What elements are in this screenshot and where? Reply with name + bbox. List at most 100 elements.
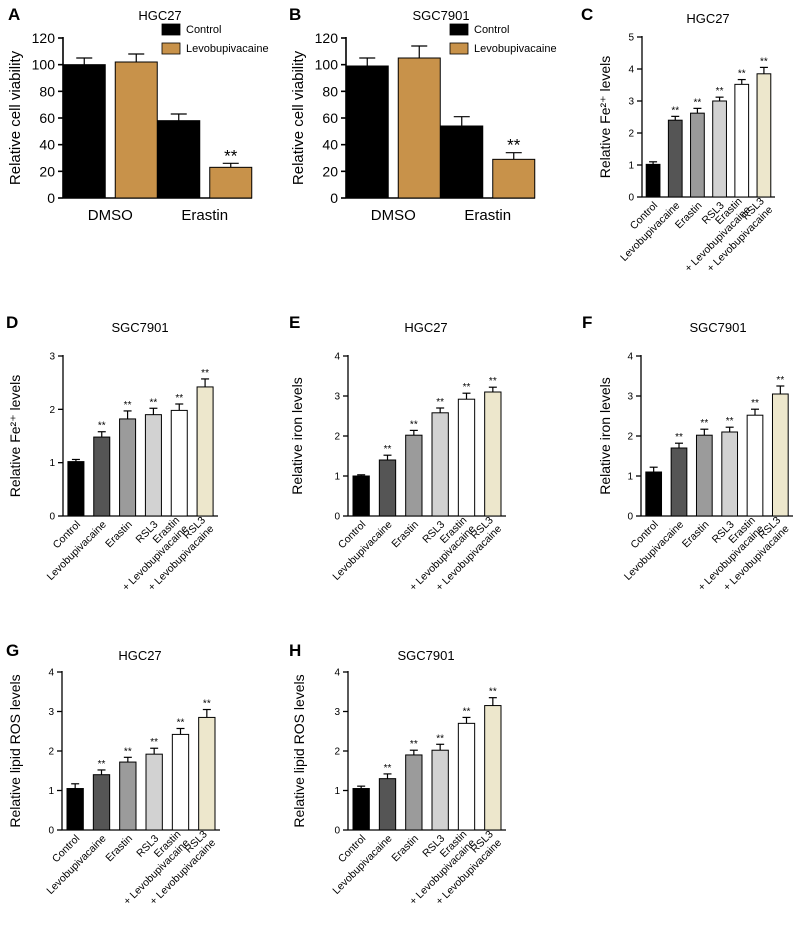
- chart-title: HGC27: [138, 8, 181, 23]
- bar: [144, 414, 162, 517]
- panel-letter: E: [289, 313, 300, 332]
- bar: [171, 733, 190, 831]
- bar: [352, 475, 370, 517]
- y-tick-label: 100: [315, 57, 339, 73]
- significance-label: **: [436, 733, 444, 744]
- bar: [66, 788, 84, 831]
- y-tick-label: 40: [39, 137, 55, 153]
- bar: [695, 434, 713, 517]
- y-axis-title: Relative lipid ROS levels: [291, 674, 307, 827]
- y-tick-label: 0: [334, 826, 340, 837]
- significance-label: **: [203, 699, 211, 710]
- bar: [345, 65, 389, 199]
- y-tick-label: 5: [628, 33, 634, 44]
- bar: [405, 754, 423, 831]
- significance-label: **: [463, 706, 471, 717]
- bar: [492, 158, 536, 199]
- y-tick-label: 3: [334, 392, 340, 403]
- y-tick-label: 1: [334, 472, 340, 483]
- bar: [734, 83, 750, 198]
- legend-swatch: [161, 23, 181, 36]
- bar: [484, 391, 502, 517]
- y-tick-label: 40: [322, 137, 338, 153]
- bar: [690, 112, 705, 198]
- x-tick-label: Erastin: [181, 207, 228, 224]
- bar: [92, 774, 111, 831]
- significance-label: **: [150, 397, 158, 408]
- y-tick-label: 120: [32, 30, 56, 46]
- panel-letter: H: [289, 641, 301, 660]
- bar: [721, 431, 739, 517]
- y-tick-label: 0: [47, 190, 55, 206]
- y-tick-label: 3: [48, 707, 54, 718]
- significance-label: **: [384, 444, 392, 455]
- bar: [431, 412, 449, 517]
- legend-label: Levobupivacaine: [186, 43, 269, 55]
- significance-label: **: [716, 86, 724, 97]
- x-tick-label: Erastin: [389, 519, 421, 551]
- bar: [746, 414, 764, 517]
- significance-label: **: [489, 687, 497, 698]
- y-tick-label: 2: [628, 129, 634, 140]
- y-axis-title: Relative cell viability: [290, 50, 307, 185]
- bar: [145, 753, 163, 831]
- bar: [198, 716, 216, 831]
- x-tick-label: Erastin: [103, 833, 135, 865]
- y-axis-title: Relative Fe²⁺ levels: [7, 375, 23, 498]
- panel-letter: B: [289, 5, 301, 24]
- bar: [756, 73, 772, 198]
- bar: [378, 459, 397, 517]
- significance-label: **: [175, 393, 183, 404]
- y-tick-label: 80: [322, 83, 338, 99]
- y-axis-title: Relative iron levels: [289, 377, 305, 495]
- significance-label: **: [150, 737, 158, 748]
- chart-title: SGC7901: [111, 320, 168, 335]
- bar: [119, 418, 137, 517]
- significance-label: **: [671, 105, 679, 116]
- panel-letter: F: [582, 313, 592, 332]
- y-tick-label: 1: [48, 786, 54, 797]
- bar: [352, 788, 370, 831]
- bar: [405, 434, 423, 517]
- significance-label: **: [384, 763, 392, 774]
- y-tick-label: 80: [39, 83, 55, 99]
- legend-swatch: [161, 42, 181, 55]
- significance-label: **: [98, 421, 106, 432]
- x-tick-label: Erastin: [389, 833, 421, 865]
- y-tick-label: 0: [330, 190, 338, 206]
- y-tick-label: 1: [334, 786, 340, 797]
- legend-swatch: [449, 23, 469, 36]
- y-tick-label: 4: [334, 668, 340, 679]
- bar: [114, 61, 158, 199]
- y-tick-label: 4: [628, 65, 634, 76]
- chart-title: SGC7901: [412, 8, 469, 23]
- significance-label: **: [776, 375, 784, 386]
- y-tick-label: 100: [32, 57, 56, 73]
- bar: [645, 471, 663, 517]
- bar: [119, 761, 137, 831]
- y-tick-label: 4: [627, 352, 633, 363]
- bar: [93, 436, 111, 517]
- legend-label: Levobupivacaine: [474, 43, 557, 55]
- y-tick-label: 0: [334, 512, 340, 523]
- legend-label: Control: [186, 24, 221, 36]
- significance-label: **: [410, 739, 418, 750]
- significance-label: **: [726, 416, 734, 427]
- bar: [196, 386, 214, 517]
- y-tick-label: 2: [48, 747, 54, 758]
- x-tick-label: DMSO: [371, 207, 416, 224]
- significance-label: **: [436, 397, 444, 408]
- y-tick-label: 1: [627, 472, 633, 483]
- significance-label: **: [201, 368, 209, 379]
- significance-label: **: [507, 136, 521, 155]
- bar: [440, 125, 484, 199]
- significance-label: **: [410, 419, 418, 430]
- y-tick-label: 2: [334, 432, 340, 443]
- y-tick-label: 3: [627, 392, 633, 403]
- bar: [397, 57, 441, 199]
- significance-label: **: [694, 97, 702, 108]
- y-tick-label: 20: [322, 163, 338, 179]
- bar: [457, 722, 476, 831]
